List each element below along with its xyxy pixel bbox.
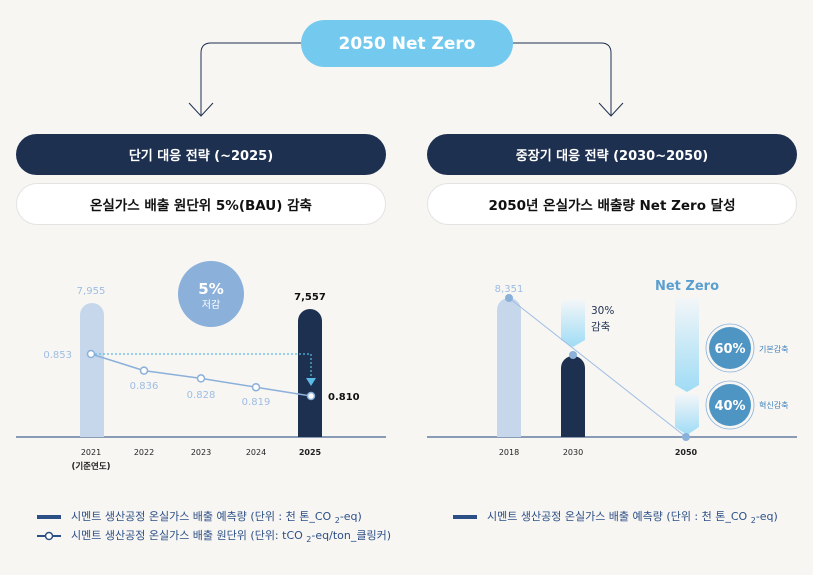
tick-2022: 2022 — [134, 448, 154, 457]
legend-emissions-right: 시멘트 생산공정 온실가스 배출 예측량 (단위 : 천 톤_CO 2-eq) — [453, 508, 778, 525]
reduction-arrow — [561, 300, 585, 347]
reduction-label: 감축 — [591, 321, 611, 333]
bar-2030 — [561, 356, 585, 437]
bar-2018 — [497, 298, 521, 437]
intensity-point-2025 — [306, 391, 316, 401]
tick-2021: 2021 — [81, 448, 101, 457]
point-label-2025: 0.810 — [328, 392, 360, 403]
point-label-2022: 0.836 — [130, 381, 159, 392]
badge-label: 저감 — [202, 299, 220, 311]
tick-2023: 2023 — [191, 448, 211, 457]
innovation-value: 40% — [714, 399, 745, 414]
short-term-strategy: 단기 대응 전략 (~2025) — [16, 134, 386, 175]
basic-reduction-circle — [709, 327, 751, 369]
bar-2021 — [80, 303, 104, 437]
basic-reduction-arrow — [675, 298, 699, 392]
point-label-2024: 0.819 — [242, 397, 271, 408]
short-term-goal: 온실가스 배출 원단위 5%(BAU) 감축 — [16, 183, 386, 225]
legend-intensity: 시멘트 생산공정 온실가스 배출 원단위 (단위: tCO 2-eq/ton_클… — [37, 527, 391, 544]
basic-value: 60% — [714, 342, 745, 357]
long-term-goal: 2050년 온실가스 배출량 Net Zero 달성 — [427, 183, 797, 225]
bar-label-2018: 8,351 — [495, 284, 524, 295]
tick-2024: 2024 — [246, 448, 266, 457]
net-zero-label: Net Zero — [655, 279, 719, 294]
reduction-value: 30% — [591, 305, 614, 317]
legend-emissions-left: 시멘트 생산공정 온실가스 배출 예측량 (단위 : 천 톤_CO 2-eq) — [37, 508, 362, 525]
intensity-point-2023 — [196, 374, 206, 383]
tick-2018: 2018 — [499, 448, 519, 457]
tick-2025: 2025 — [299, 448, 322, 457]
arrow-head-icon — [306, 378, 316, 386]
innovation-label: 혁신감축 — [759, 400, 788, 410]
net-zero-title: 2050 Net Zero — [301, 20, 513, 67]
bar-legend-icon — [37, 514, 61, 519]
badge-value: 5% — [198, 280, 223, 298]
tick-2030: 2030 — [563, 448, 583, 457]
point-2050 — [682, 433, 690, 441]
bar-label-2025: 7,557 — [294, 292, 326, 303]
dotted-arrow — [91, 353, 312, 380]
point-label-2021: 0.853 — [43, 350, 72, 361]
innovation-reduction-arrow — [675, 394, 699, 435]
bar-2025 — [298, 309, 322, 437]
intensity-point-2024 — [251, 382, 261, 392]
reduction-badge — [178, 261, 244, 327]
point-2030 — [569, 351, 577, 359]
point-label-2023: 0.828 — [187, 390, 216, 401]
intensity-point-2021 — [86, 349, 96, 359]
line-legend-icon — [37, 531, 61, 540]
intensity-point-2022 — [139, 366, 149, 375]
point-2018 — [505, 294, 513, 302]
bar-legend-icon — [453, 514, 477, 519]
basic-label: 기본감축 — [759, 344, 788, 354]
base-year-note: (기준연도) — [71, 461, 110, 472]
innovation-reduction-circle — [709, 384, 751, 426]
right-trend-line — [508, 297, 687, 438]
bar-label-2021: 7,955 — [77, 286, 106, 297]
long-term-strategy: 중장기 대응 전략 (2030~2050) — [427, 134, 797, 175]
tick-2050: 2050 — [675, 448, 698, 457]
